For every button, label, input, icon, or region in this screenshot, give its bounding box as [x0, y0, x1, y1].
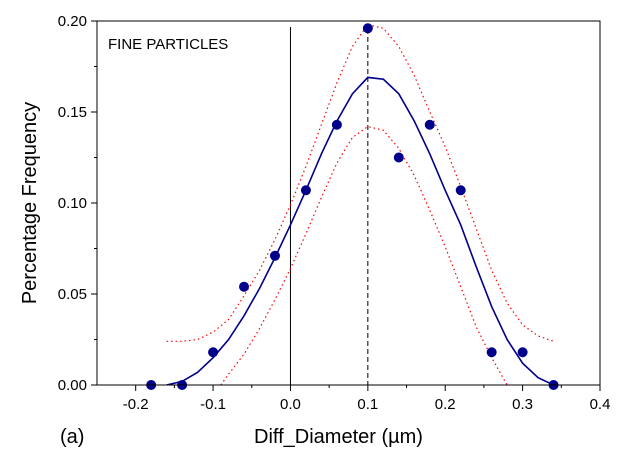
data-point	[239, 281, 250, 292]
y-axis-title: Percentage Frequency	[19, 102, 41, 304]
data-point	[300, 185, 311, 196]
x-tick-label: 0.2	[435, 396, 456, 413]
y-tick-label: 0.10	[58, 195, 87, 212]
fit-curve	[166, 76, 554, 385]
x-tick-label: 0.3	[512, 396, 533, 413]
panel-label: (a)	[60, 426, 84, 448]
y-tick-label: 0.15	[58, 104, 87, 121]
data-points	[146, 23, 559, 390]
x-tick-label: -0.1	[200, 396, 226, 413]
reference-lines	[289, 27, 369, 385]
y-tick-label: 0.20	[58, 13, 87, 30]
data-point	[362, 23, 373, 34]
x-axis-title: Diff_Diameter (µm)	[254, 426, 423, 448]
fit-curve-group	[166, 76, 554, 385]
data-point	[455, 185, 466, 196]
x-tick-label: -0.2	[123, 396, 149, 413]
x-axis: -0.2 -0.1 0.0 0.1 0.2 0.3 0.4	[123, 385, 611, 413]
data-point	[517, 347, 528, 358]
data-point	[486, 347, 497, 358]
x-tick-label: 0.4	[590, 396, 611, 413]
y-tick-label: 0.05	[58, 286, 87, 303]
data-point	[269, 250, 280, 261]
confidence-bands	[166, 23, 554, 385]
data-point	[331, 119, 342, 130]
y-tick-label: 0.00	[58, 377, 87, 394]
upper-confidence-band	[166, 23, 554, 342]
annotation-label: FINE PARTICLES	[108, 36, 228, 53]
data-point	[393, 152, 404, 163]
data-point	[208, 347, 219, 358]
x-tick-label: 0.1	[357, 396, 378, 413]
data-point	[424, 119, 435, 130]
x-tick-label: 0.0	[280, 396, 301, 413]
y-axis: 0.00 0.05 0.10 0.15 0.20	[58, 13, 97, 394]
